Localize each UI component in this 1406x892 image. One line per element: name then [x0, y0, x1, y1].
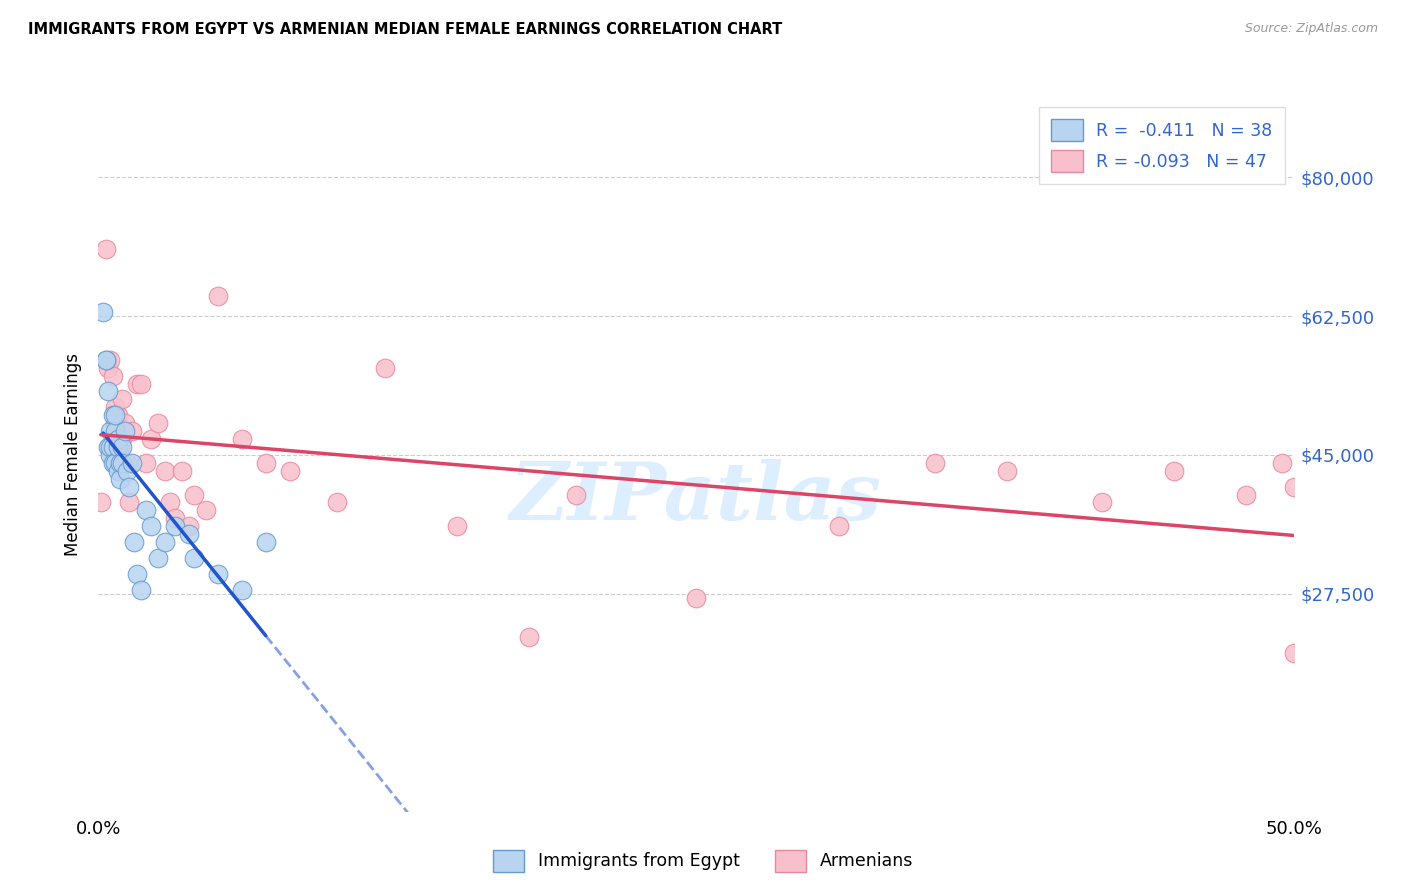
Point [94, 352, 117, 367]
Point [108, 456, 131, 470]
Point [207, 289, 229, 303]
Point [685, 591, 707, 605]
Point [155, 535, 177, 549]
Point [98, 440, 122, 454]
Point [924, 456, 946, 470]
Point [111, 456, 134, 470]
Point [139, 519, 162, 533]
Point [135, 503, 157, 517]
Point [97, 384, 120, 399]
Point [101, 456, 124, 470]
Point [148, 551, 170, 566]
Point [118, 480, 141, 494]
Point [104, 456, 127, 470]
Point [108, 440, 131, 454]
Point [1271, 456, 1294, 470]
Point [179, 519, 201, 533]
Point [94, 352, 117, 367]
Point [111, 392, 134, 407]
Point [121, 456, 143, 470]
Legend: R =  -0.411   N = 38, R = -0.093   N = 47: R = -0.411 N = 38, R = -0.093 N = 47 [1039, 107, 1285, 185]
Point [148, 416, 170, 430]
Text: IMMIGRANTS FROM EGYPT VS ARMENIAN MEDIAN FEMALE EARNINGS CORRELATION CHART: IMMIGRANTS FROM EGYPT VS ARMENIAN MEDIAN… [28, 22, 782, 37]
Point [135, 456, 157, 470]
Point [111, 440, 134, 454]
Point [101, 440, 124, 454]
Point [98, 448, 122, 462]
Point [995, 464, 1018, 478]
Point [98, 424, 122, 438]
Point [101, 368, 124, 383]
Point [125, 376, 148, 391]
Point [179, 527, 201, 541]
Point [1234, 487, 1257, 501]
Point [114, 416, 136, 430]
Point [183, 551, 205, 566]
Point [446, 519, 468, 533]
Point [121, 424, 143, 438]
Point [104, 409, 127, 423]
Point [155, 464, 177, 478]
Legend: Immigrants from Egypt, Armenians: Immigrants from Egypt, Armenians [486, 843, 920, 879]
Point [91, 305, 114, 319]
Text: ZIPatlas: ZIPatlas [510, 459, 882, 536]
Point [231, 582, 253, 597]
Point [107, 409, 129, 423]
Point [124, 535, 146, 549]
Point [1282, 646, 1305, 660]
Point [326, 495, 349, 509]
Point [163, 519, 186, 533]
Point [163, 511, 186, 525]
Point [125, 566, 148, 581]
Point [90, 495, 112, 509]
Point [278, 464, 301, 478]
Point [183, 487, 205, 501]
Point [97, 360, 120, 375]
Point [107, 440, 129, 454]
Point [94, 242, 117, 256]
Point [172, 464, 194, 478]
Point [101, 409, 124, 423]
Point [108, 472, 131, 486]
Point [104, 416, 127, 430]
Point [104, 401, 127, 415]
Point [139, 432, 162, 446]
Point [107, 432, 129, 446]
Point [104, 424, 127, 438]
Point [131, 376, 153, 391]
Point [207, 566, 229, 581]
Point [1163, 464, 1185, 478]
Point [1282, 480, 1305, 494]
Point [231, 432, 253, 446]
Point [374, 360, 396, 375]
Point [1091, 495, 1114, 509]
Point [118, 495, 141, 509]
Y-axis label: Median Female Earnings: Median Female Earnings [65, 353, 83, 557]
Point [98, 352, 122, 367]
Point [194, 503, 218, 517]
Point [111, 432, 134, 446]
Point [517, 630, 540, 644]
Point [565, 487, 588, 501]
Text: Source: ZipAtlas.com: Source: ZipAtlas.com [1244, 22, 1378, 36]
Point [254, 456, 277, 470]
Point [115, 456, 138, 470]
Point [107, 432, 129, 446]
Point [828, 519, 851, 533]
Point [159, 495, 181, 509]
Point [254, 535, 277, 549]
Point [115, 464, 138, 478]
Point [131, 582, 153, 597]
Point [107, 464, 129, 478]
Point [97, 440, 120, 454]
Point [114, 424, 136, 438]
